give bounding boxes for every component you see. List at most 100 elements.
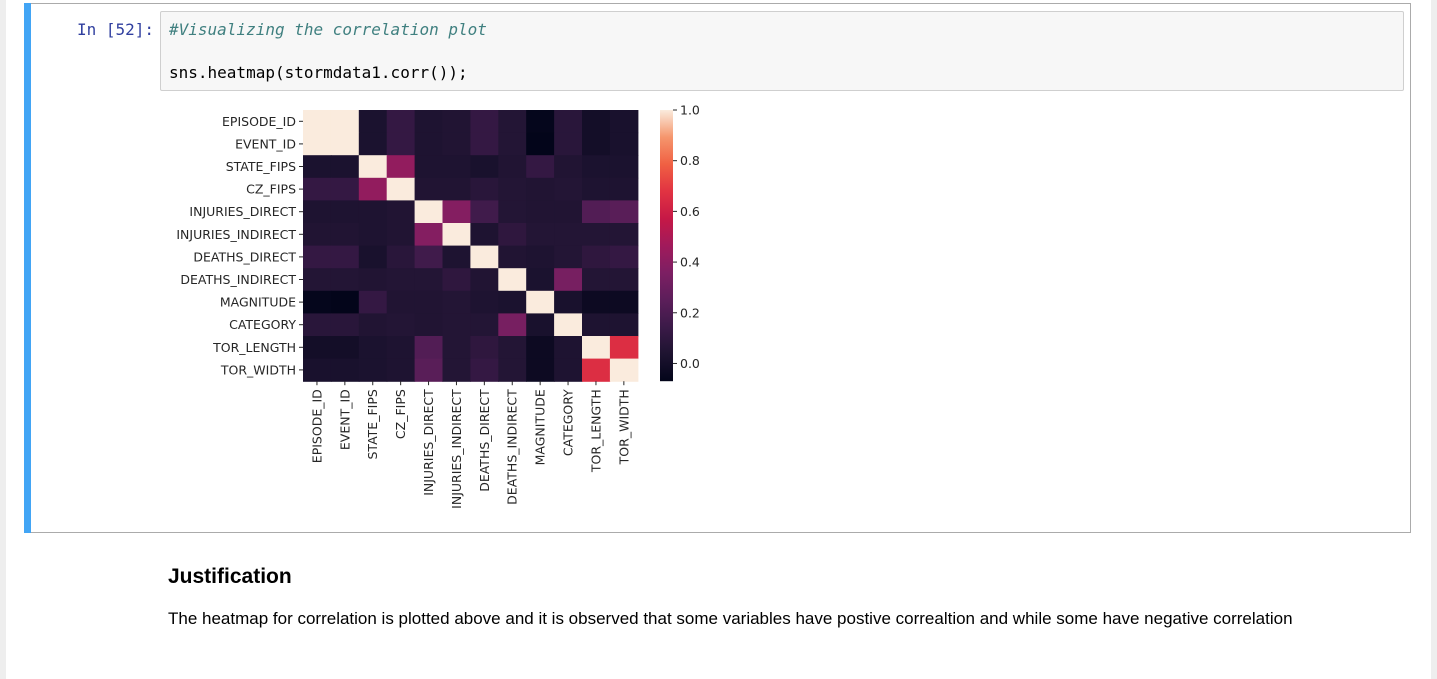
x-tick-label: INJURIES_DIRECT (421, 389, 436, 496)
heatmap-cell (442, 268, 471, 292)
heatmap-cell (442, 336, 471, 360)
heatmap-cell (303, 110, 332, 134)
heatmap-cell (526, 313, 555, 337)
heatmap-cell (330, 245, 360, 269)
y-tick-label: EPISODE_ID (222, 114, 296, 129)
y-tick-label: DEATHS_INDIRECT (180, 272, 296, 287)
heatmap-cell (358, 110, 388, 134)
heatmap-cell (498, 223, 527, 247)
heatmap-cell (303, 336, 332, 360)
heatmap-cell (554, 313, 583, 337)
x-tick-label: EPISODE_ID (309, 389, 324, 463)
heatmap-cell (470, 358, 499, 382)
heatmap-cell (554, 155, 583, 179)
heatmap-cell (330, 155, 360, 179)
heatmap-cell (582, 268, 611, 292)
heatmap-cell (498, 336, 527, 360)
heatmap-cell (303, 177, 332, 201)
heatmap-cell (442, 358, 471, 382)
heatmap-cell (609, 200, 639, 224)
heatmap-cell (554, 110, 583, 134)
heatmap-cell (554, 245, 583, 269)
heatmap-cell (498, 268, 527, 292)
heatmap-cell (526, 155, 555, 179)
heatmap-cell (498, 110, 527, 134)
colorbar-tick-label: 0.6 (680, 204, 700, 219)
heatmap-cell (582, 177, 611, 201)
heatmap-cell (330, 223, 360, 247)
heatmap-cell (303, 245, 332, 269)
heatmap-cell (526, 177, 555, 201)
heatmap-cell (609, 223, 639, 247)
heatmap-cell (303, 155, 332, 179)
heatmap-cell (582, 336, 611, 360)
heatmap-cell (498, 177, 527, 201)
heatmap-cell (386, 290, 416, 314)
colorbar-tick-label: 0.8 (680, 153, 700, 168)
heatmap-cell (470, 110, 499, 134)
heatmap-cell (582, 245, 611, 269)
y-tick-label: CZ_FIPS (246, 182, 296, 197)
y-tick-label: TOR_LENGTH (212, 340, 296, 355)
correlation-heatmap: EPISODE_ID EVENT_ID STATE_FIPS CZ_FIPS INJUR… (176, 103, 700, 509)
heatmap-cell (582, 223, 611, 247)
heatmap-cell (554, 132, 583, 156)
heatmap-cell (442, 132, 471, 156)
heatmap-cell (303, 290, 332, 314)
heatmap-cell (303, 132, 332, 156)
heatmap-cell (470, 245, 499, 269)
heatmap-cell (470, 223, 499, 247)
y-tick-label: CATEGORY (229, 317, 296, 332)
heatmap-cell (470, 336, 499, 360)
heatmap-cell (582, 313, 611, 337)
y-tick-label: EVENT_ID (235, 136, 296, 151)
heatmap-cell (442, 223, 471, 247)
heatmap-cell (414, 155, 444, 179)
heatmap-cell (303, 223, 332, 247)
code-editor[interactable]: #Visualizing the correlation plot sns.he… (160, 11, 1404, 91)
heatmap-cell (526, 245, 555, 269)
code-cell[interactable] (24, 3, 1411, 533)
heatmap-cell (554, 290, 583, 314)
heatmap-cell (470, 132, 499, 156)
y-tick-label: INJURIES_DIRECT (189, 204, 296, 219)
heatmap-cell (330, 110, 360, 134)
heatmap-cell (386, 268, 416, 292)
x-tick-label: CATEGORY (561, 389, 576, 456)
heatmap-cell (386, 110, 416, 134)
heatmap-cell (303, 313, 332, 337)
y-tick-label: INJURIES_INDIRECT (176, 227, 296, 242)
heatmap-cell (386, 155, 416, 179)
code-comment-line: #Visualizing the correlation plot (169, 20, 487, 39)
heatmap-cell (526, 110, 555, 134)
heatmap-cell (609, 110, 639, 134)
heatmap-cell (330, 358, 360, 382)
colorbar-tick-label: 0.0 (680, 356, 700, 371)
heatmap-cell (554, 200, 583, 224)
x-tick-label: INJURIES_INDIRECT (449, 389, 464, 509)
heatmap-cell (386, 245, 416, 269)
heatmap-cell (358, 245, 388, 269)
heatmap-cell (303, 200, 332, 224)
colorbar-tick-label: 0.2 (680, 305, 700, 320)
heatmap-cell (358, 313, 388, 337)
heatmap-cell (498, 132, 527, 156)
heatmap-cell (330, 177, 360, 201)
heatmap-cell (442, 290, 471, 314)
cell-selection-indicator (24, 3, 31, 533)
heatmap-cell (609, 313, 639, 337)
heatmap-cell (442, 313, 471, 337)
heatmap-cell (609, 336, 639, 360)
heatmap-cell (554, 268, 583, 292)
heatmap-cell (414, 223, 444, 247)
heatmap-cell (442, 177, 471, 201)
heatmap-cell (526, 268, 555, 292)
heatmap-cell (498, 155, 527, 179)
heatmap-cell (498, 245, 527, 269)
heatmap-cell (554, 223, 583, 247)
x-tick-label: EVENT_ID (337, 389, 352, 450)
colorbar (660, 110, 673, 382)
heatmap-cell (414, 110, 444, 134)
y-tick-label: MAGNITUDE (220, 295, 296, 310)
heatmap-cell (526, 200, 555, 224)
